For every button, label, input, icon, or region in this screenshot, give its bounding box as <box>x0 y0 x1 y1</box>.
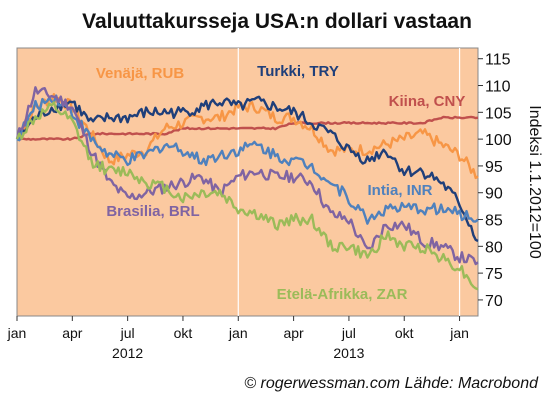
series-label: Kiina, CNY <box>389 93 466 110</box>
series-label: Brasilia, BRL <box>106 203 199 220</box>
series-label: Venäjä, RUB <box>96 65 185 82</box>
series-label: Turkki, TRY <box>257 63 339 80</box>
year-label: 2012 <box>112 345 143 361</box>
y-tick-label: 70 <box>485 293 503 310</box>
y-tick-label: 85 <box>485 213 503 230</box>
x-tick-label: apr <box>283 325 304 341</box>
y-tick-label: 105 <box>485 105 512 122</box>
y-tick-label: 95 <box>485 159 503 176</box>
series-label: Etelä-Afrikka, ZAR <box>277 286 408 303</box>
chart-title: Valuuttakursseja USA:n dollari vastaan <box>82 10 472 33</box>
x-tick-label: apr <box>62 325 83 341</box>
series-line <box>15 101 479 291</box>
series-line <box>15 86 479 266</box>
series-line <box>16 94 479 225</box>
x-tick-label: jan <box>7 325 27 341</box>
x-axis: jan apr jul okt jan apr jul okt jan 2012 2013 <box>7 316 469 361</box>
series-label: Intia, INR <box>367 182 432 199</box>
x-tick-label: jan <box>228 325 248 341</box>
series-line <box>15 93 479 180</box>
source-credit: © rogerwessman.com Lähde: Macrobond <box>244 375 539 392</box>
y-tick-label: 80 <box>485 239 503 256</box>
year-label: 2013 <box>333 345 364 361</box>
y-tick-label: 110 <box>485 79 511 96</box>
x-tick-label: jul <box>120 325 135 341</box>
y-axis-label: Indeksi 1.1.2012=100 <box>526 105 543 259</box>
series-labels: Venäjä, RUB Turkki, TRY Kiina, CNY Intia, I… <box>96 63 466 303</box>
x-tick-label: jan <box>449 325 469 341</box>
y-tick-label: 75 <box>485 266 503 283</box>
y-tick-label: 90 <box>485 186 503 203</box>
plot-area <box>16 47 479 317</box>
y-axis: 70 75 80 85 90 95 100 105 110 115 <box>478 52 512 310</box>
y-tick-label: 100 <box>485 132 512 149</box>
year-separators <box>237 48 461 316</box>
x-tick-label: okt <box>174 325 193 341</box>
x-tick-label: jul <box>341 325 356 341</box>
x-tick-label: okt <box>395 325 414 341</box>
series-lines <box>15 86 479 291</box>
y-tick-label: 115 <box>485 52 511 69</box>
series-line <box>16 95 479 243</box>
